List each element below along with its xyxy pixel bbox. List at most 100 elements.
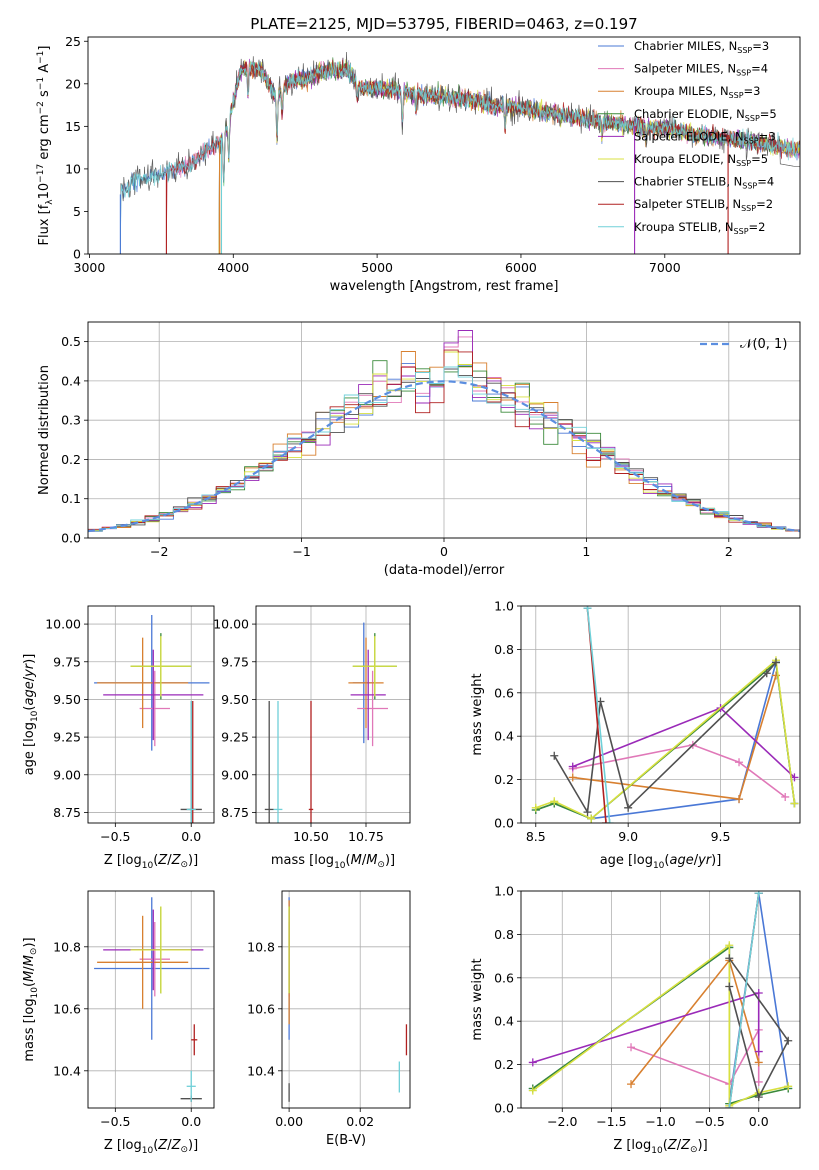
weight-marker: [725, 1104, 734, 1108]
y-axis-label: Normed distribution: [37, 365, 52, 495]
y-tick-label: 0.6: [494, 685, 514, 700]
plot-area-mass-vs-Z: [94, 897, 210, 1102]
y-axis-label-tail: (M/M⊙)]: [22, 937, 39, 987]
legend-label-2: Kroupa MILES, NSSP=3: [634, 84, 760, 100]
plot-area-residuals: [88, 330, 800, 533]
weight-marker: [550, 751, 559, 760]
y-axis-label: mass weight: [470, 958, 485, 1040]
x-axis-label-sub: 10: [142, 861, 154, 871]
y-tick-label: 10.6: [53, 1001, 81, 1016]
y-tick-label: 0.2: [494, 772, 514, 787]
weight-marker: [771, 658, 780, 667]
x-axis-label-tail: (M/M⊙)]: [346, 853, 396, 870]
x-axis-label-text: Z [log: [104, 1138, 142, 1153]
x-tick-label: 10.50: [293, 829, 329, 844]
legend-sub: SSP: [742, 182, 757, 191]
x-axis-label-tail: (Z/Z⊙)]: [153, 1138, 198, 1155]
legend-gaussian-label: 𝒩(0, 1): [740, 337, 787, 352]
legend-name: Kroupa ELODIE, N: [634, 152, 736, 166]
legend-label-8: Kroupa STELIB, NSSP=2: [634, 220, 765, 236]
y-tick-label: 0.5: [61, 334, 81, 349]
weight-marker: [531, 803, 540, 812]
y-tick-label: 1.0: [494, 599, 514, 614]
y-tick-label: 0.1: [61, 491, 81, 506]
weight-marker: [784, 1036, 793, 1045]
y-tick-label: 9.75: [221, 654, 249, 669]
y-axis-label: mass weight: [470, 673, 485, 755]
chart-title: PLATE=2125, MJD=53795, FIBERID=0463, z=0…: [250, 15, 637, 33]
y-tick-label: 9.50: [53, 692, 81, 707]
legend-suffix: =2: [749, 220, 766, 234]
y-axis-label-sub: 10: [30, 710, 40, 722]
y-tick-label: 9.50: [221, 692, 249, 707]
y-tick-label: 20: [65, 76, 81, 91]
legend-name: Salpeter STELIB, N: [634, 197, 741, 211]
legend-label-6: Chabrier STELIB, NSSP=4: [634, 175, 774, 191]
y-axis-label-part: λ: [45, 199, 55, 205]
x-axis-label-tail: (age/yr)]: [664, 853, 721, 868]
gaussian-curve: [88, 380, 800, 533]
y-tick-label: 0.4: [494, 1014, 514, 1029]
legend-suffix: =5: [751, 152, 768, 166]
legend-name: Salpeter ELODIE, N: [634, 129, 744, 143]
legend-name: Kroupa STELIB, N: [634, 220, 734, 234]
y-tick-label: 25: [65, 34, 81, 49]
y-tick-label: 0.8: [494, 927, 514, 942]
axes-frame: [87, 36, 801, 255]
x-tick-label: 9.0: [618, 829, 638, 844]
x-tick-label: 0.02: [346, 1114, 374, 1129]
y-tick-label: 0.8: [494, 642, 514, 657]
axes-frame: [520, 890, 801, 1109]
weight-marker: [754, 988, 763, 997]
y-tick-label: 15: [65, 119, 81, 134]
y-axis-label-part: −1: [36, 77, 46, 90]
x-axis-label: age [log10(age/yr)]: [600, 853, 722, 871]
weight-marker: [624, 803, 633, 812]
weight-marker: [583, 808, 592, 817]
x-tick-label: 0.0: [749, 1114, 769, 1129]
legend-label-0: Chabrier MILES, NSSP=3: [634, 39, 769, 55]
x-tick-label: 2: [725, 544, 733, 559]
weight-marker: [568, 762, 577, 771]
y-axis-label: age [log10(age/yr)]: [22, 654, 40, 776]
y-axis-label-part: −1: [36, 51, 46, 64]
weight-marker: [528, 1058, 537, 1067]
legend-name: Chabrier MILES, N: [634, 39, 737, 53]
y-axis-label: mass [log10(M/M⊙)]: [22, 937, 40, 1061]
y-axis-label-part: −2: [36, 101, 46, 114]
legend-name: Chabrier STELIB, N: [634, 175, 742, 189]
legend-sub: SSP: [736, 159, 751, 168]
weight-marker: [568, 773, 577, 782]
y-tick-label: 5: [73, 204, 81, 219]
y-tick-label: 9.00: [53, 767, 81, 782]
x-tick-label: 6000: [505, 260, 537, 275]
legend-sub: SSP: [741, 204, 756, 213]
legend-label-3: Chabrier ELODIE, NSSP=5: [634, 107, 777, 123]
y-tick-label: 9.75: [53, 654, 81, 669]
x-axis-label: Z [log10(Z/Z⊙)]: [613, 1138, 707, 1156]
x-axis-label-sub: 10: [653, 861, 665, 871]
x-axis-label-text: Z [log: [613, 1138, 651, 1153]
weight-marker: [754, 1077, 763, 1086]
weight-line-1: [572, 744, 786, 798]
y-tick-label: 10.00: [45, 617, 81, 632]
x-tick-label: 9.5: [711, 829, 731, 844]
y-axis-label-part: 10: [37, 183, 52, 200]
weight-marker: [587, 814, 596, 823]
weight-marker: [754, 1047, 763, 1056]
x-axis-label: E(B-V): [326, 1133, 366, 1148]
panel-massweight-vs-age: 8.5 9.0 9.5 0.0 0.2 0.4 0.6 0.8 1.0 age [log10(ag…: [470, 599, 801, 871]
x-tick-label: 7000: [649, 260, 681, 275]
x-tick-label: −0.5: [694, 1114, 724, 1129]
weight-line-1: [630, 1029, 760, 1086]
weight-marker: [725, 982, 734, 991]
x-tick-label: −2: [150, 544, 168, 559]
y-tick-label: 10.00: [213, 617, 249, 632]
weight-line-6: [553, 661, 777, 815]
x-axis-label-text: Z [log: [104, 853, 142, 868]
weight-marker: [627, 1043, 636, 1052]
legend-suffix: =4: [757, 175, 774, 189]
x-axis-label: Z [log10(Z/Z⊙)]: [104, 853, 198, 871]
